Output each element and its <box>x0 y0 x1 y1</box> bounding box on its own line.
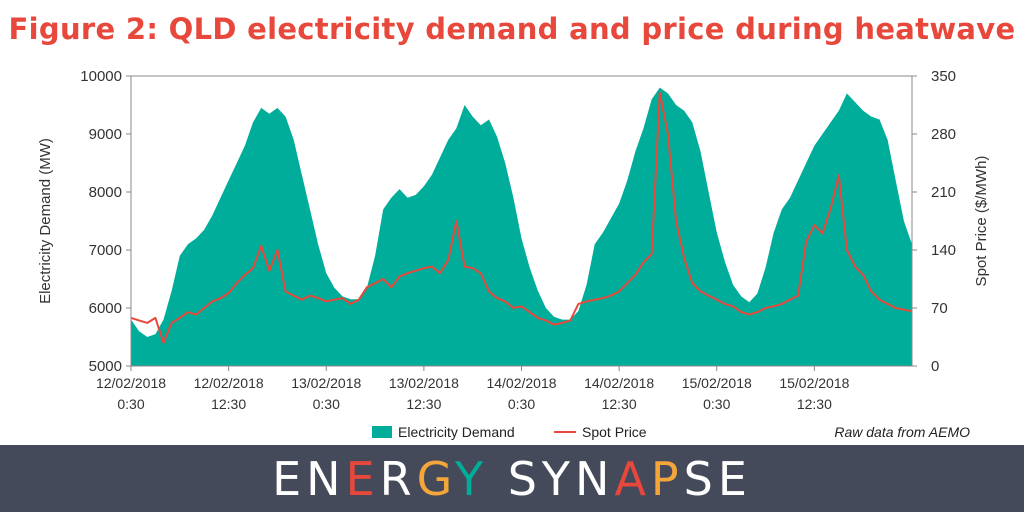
x-tick-time: 0:30 <box>508 396 535 412</box>
y-right-tick-label: 280 <box>931 126 956 143</box>
y-left-tick-label: 7000 <box>89 242 122 259</box>
x-tick-time: 0:30 <box>703 396 730 412</box>
legend-swatch-demand <box>372 426 392 438</box>
y-right-tick-label: 350 <box>931 68 956 85</box>
legend-item-demand: Electricity Demand <box>372 424 515 440</box>
x-tick-date: 15/02/2018 <box>682 375 752 391</box>
brand-letter: S <box>507 451 542 506</box>
y-left-tick-label: 5000 <box>89 358 122 375</box>
x-tick-date: 14/02/2018 <box>584 375 654 391</box>
brand-letter: Y <box>541 451 576 506</box>
brand-letter: A <box>614 451 651 506</box>
source-note: Raw data from AEMO <box>834 424 970 440</box>
x-tick-date: 14/02/2018 <box>486 375 556 391</box>
y-axis-left-label: Electricity Demand (MW) <box>37 138 54 304</box>
y-left-tick-label: 6000 <box>89 300 122 317</box>
y-right-tick-label: 140 <box>931 242 956 259</box>
x-tick-time: 12:30 <box>406 396 441 412</box>
y-left-tick-label: 9000 <box>89 126 122 143</box>
y-axis-right-label: Spot Price ($/MWh) <box>973 156 990 287</box>
y-right-tick-label: 70 <box>931 300 948 317</box>
demand-area <box>131 87 912 366</box>
x-tick-time: 0:30 <box>117 396 144 412</box>
x-tick-time: 12:30 <box>602 396 637 412</box>
x-tick-date: 13/02/2018 <box>291 375 361 391</box>
brand-letter <box>488 452 508 506</box>
y-right-tick-label: 0 <box>931 358 939 375</box>
brand-letter: N <box>575 451 615 506</box>
legend-label-demand: Electricity Demand <box>398 424 515 440</box>
brand-letter: P <box>650 451 684 506</box>
price-line <box>130 91 913 344</box>
x-tick-time: 12:30 <box>211 396 246 412</box>
brand-letter: E <box>272 451 307 506</box>
legend-item-price: Spot Price <box>554 424 647 440</box>
x-tick-time: 12:30 <box>797 396 832 412</box>
brand-letter: G <box>416 451 455 506</box>
x-tick-date: 12/02/2018 <box>96 375 166 391</box>
x-tick-time: 0:30 <box>313 396 340 412</box>
brand-letter: E <box>717 451 752 506</box>
brand-logo: ENERGY SYNAPSE <box>272 452 752 506</box>
brand-letter: E <box>345 451 380 506</box>
y-left-tick-label: 10000 <box>80 68 122 85</box>
footer-banner: ENERGY SYNAPSE <box>0 445 1024 512</box>
chart-title: Figure 2: QLD electricity demand and pri… <box>8 12 1016 46</box>
y-left-tick-label: 8000 <box>89 184 122 201</box>
brand-letter: R <box>379 451 417 506</box>
chart-area: 5000 6000 7000 8000 9000 10000 0 70 140 210 280 350… <box>37 68 990 412</box>
brand-letter: Y <box>454 451 489 506</box>
legend-swatch-price <box>554 431 576 433</box>
brand-letter: N <box>306 451 346 506</box>
y-right-tick-label: 210 <box>931 184 956 201</box>
x-tick-date: 12/02/2018 <box>194 375 264 391</box>
x-tick-date: 15/02/2018 <box>779 375 849 391</box>
x-tick-date: 13/02/2018 <box>389 375 459 391</box>
legend-label-price: Spot Price <box>582 424 647 440</box>
brand-letter: S <box>683 451 718 506</box>
chart-legend: Electricity Demand Spot Price <box>0 424 1024 444</box>
